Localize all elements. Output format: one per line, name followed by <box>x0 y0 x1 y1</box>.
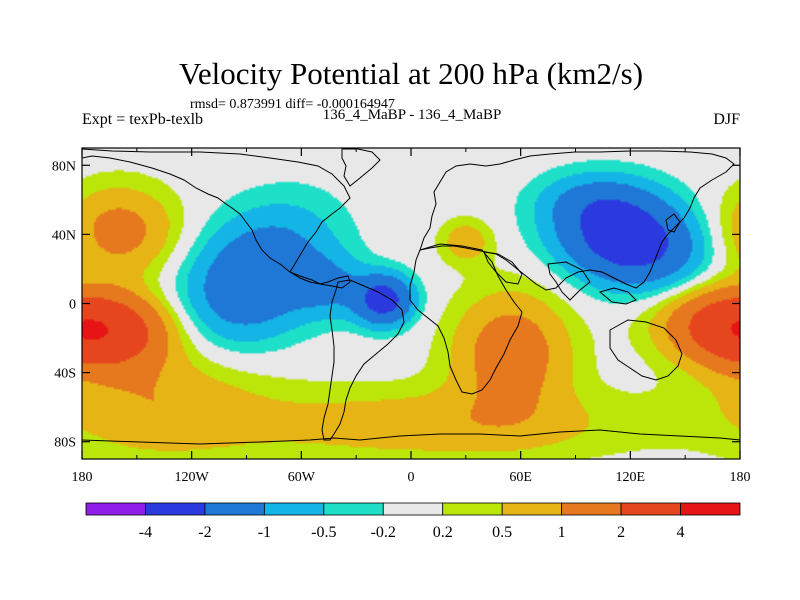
coastline-south-america <box>321 279 405 441</box>
colorbar-label: 1 <box>558 524 566 541</box>
coastline-arabia <box>483 251 523 285</box>
colorbar-label: -0.2 <box>371 524 396 541</box>
colorbar-label: 2 <box>617 524 625 541</box>
coastlines <box>82 148 740 445</box>
colorbar-swatch <box>382 502 444 516</box>
y-tick-label: 80N <box>52 159 76 174</box>
colorbar-swatch <box>263 502 325 516</box>
colorbar-label: 0.2 <box>433 524 453 541</box>
y-tick-label: 0 <box>69 298 76 313</box>
x-tick-label: 180 <box>72 470 93 485</box>
x-tick-label: 60E <box>509 470 532 485</box>
colorbar-swatch <box>323 502 384 516</box>
expt-label: Expt = texPb-texlb <box>82 111 203 128</box>
x-tick-label: 0 <box>408 470 415 485</box>
axes: 180 120W 60W 0 60E 120E 180 80N 40N 0 40S 80S <box>52 147 751 485</box>
coastline-india <box>547 261 591 301</box>
stats-label: rmsd= 0.873991 diff= -0.000164947 <box>190 97 395 112</box>
colorbar-label: -4 <box>139 524 152 541</box>
colorbar-swatch <box>620 502 681 516</box>
x-tick-label: 120W <box>175 470 210 485</box>
x-tick-label: 120E <box>616 470 646 485</box>
colorbar-label: -1 <box>258 524 271 541</box>
season-label: DJF <box>713 111 740 128</box>
colorbar-swatch <box>145 502 206 516</box>
colorbar-swatch <box>85 502 146 516</box>
x-tick-label: 60W <box>288 470 316 485</box>
chart-title: Velocity Potential at 200 hPa (km2/s) <box>179 56 643 91</box>
colorbar-label: 4 <box>677 524 685 541</box>
contour-field <box>82 148 740 459</box>
colorbar-label: 0.5 <box>492 524 512 541</box>
y-tick-label: 40S <box>54 367 76 382</box>
coastline-japan <box>665 213 681 233</box>
y-tick-label: 80S <box>54 436 76 451</box>
coastline-australia <box>609 319 683 381</box>
colorbar-swatch <box>680 502 741 516</box>
colorbar-swatch <box>501 502 563 516</box>
velocity-potential-raster <box>82 148 740 459</box>
colorbar-swatch <box>561 502 622 516</box>
colorbar-swatch <box>204 502 265 516</box>
case-label: 136_4_MaBP - 136_4_MaBP <box>323 107 502 123</box>
y-tick-label: 40N <box>52 228 76 243</box>
coastline-north-america <box>82 148 351 289</box>
x-tick-label: 180 <box>730 470 751 485</box>
colorbar-label: -0.5 <box>311 524 336 541</box>
colorbar: -4 -2 -1 -0.5 -0.2 0.2 0.5 1 2 4 <box>85 502 741 541</box>
coastline-greenland <box>341 148 381 187</box>
colorbar-label: -2 <box>198 524 211 541</box>
colorbar-swatch <box>442 502 503 516</box>
coastline-antarctica <box>82 429 740 445</box>
coastline-maritime-continent <box>598 287 637 305</box>
